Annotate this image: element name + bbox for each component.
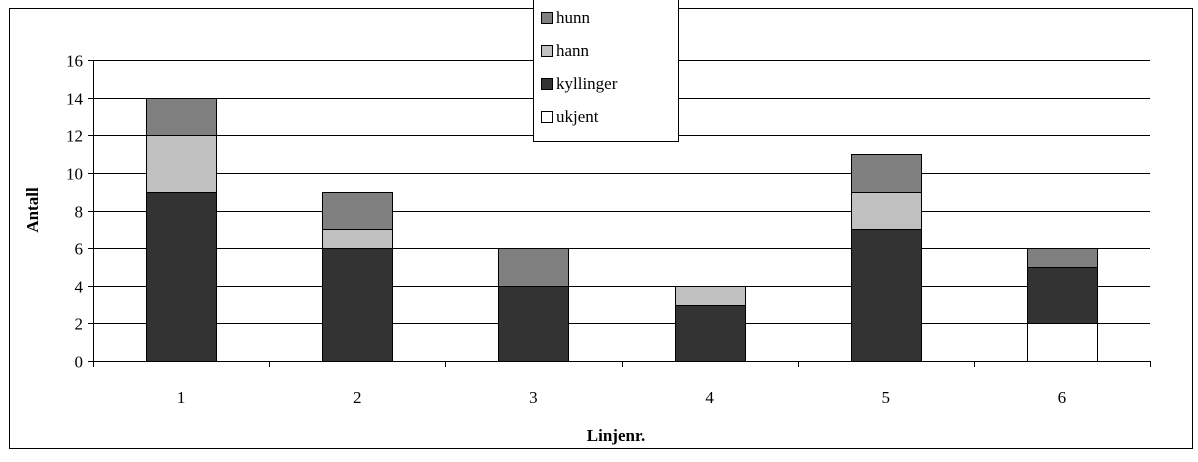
bars (146, 98, 1098, 362)
bar-hunn-5 (851, 154, 922, 193)
bar-hann-2 (322, 229, 393, 249)
y-tick-label: 4 (75, 278, 84, 297)
y-tick-label: 16 (66, 52, 83, 71)
bar-hann-4 (675, 286, 746, 306)
bar-kyllinger-2 (322, 248, 393, 362)
bar-kyllinger-3 (498, 286, 569, 362)
legend-label-ukjent: ukjent (556, 107, 599, 126)
bar-kyllinger-6 (1027, 267, 1098, 324)
x-tick-label: 3 (529, 388, 538, 407)
bar-kyllinger-4 (675, 305, 746, 362)
x-tick-label: 1 (177, 388, 186, 407)
axes (88, 60, 1151, 367)
y-tick-label: 10 (66, 165, 83, 184)
x-tick-label: 4 (705, 388, 714, 407)
y-tick-label: 6 (75, 240, 84, 259)
legend: hunn hann kyllinger ukjent (533, 0, 679, 142)
bar-ukjent-6 (1027, 323, 1098, 362)
legend-label-kyllinger: kyllinger (556, 74, 618, 93)
x-tick-label: 5 (882, 388, 891, 407)
y-tick-label: 12 (66, 127, 83, 146)
legend-swatch-ukjent (541, 111, 553, 123)
x-tick-label: 2 (353, 388, 362, 407)
y-tick-label: 14 (66, 90, 84, 109)
legend-swatch-hunn (541, 12, 553, 24)
y-tick-label: 8 (75, 203, 84, 222)
legend-label-hann: hann (556, 41, 590, 60)
bar-hunn-6 (1027, 248, 1098, 268)
bar-hunn-2 (322, 192, 393, 230)
y-tick-label: 0 (75, 353, 84, 372)
bar-kyllinger-5 (851, 229, 922, 362)
legend-box (533, 0, 679, 142)
bar-hann-1 (146, 135, 217, 193)
y-axis-title: Antall (23, 187, 42, 233)
bar-hunn-1 (146, 98, 217, 136)
bar-hann-5 (851, 192, 922, 230)
legend-swatch-hann (541, 45, 553, 57)
legend-swatch-kyllinger (541, 78, 553, 90)
legend-label-hunn: hunn (556, 8, 591, 27)
bar-hunn-3 (498, 248, 569, 287)
bar-kyllinger-1 (146, 192, 217, 362)
x-tick-label: 6 (1058, 388, 1067, 407)
x-axis-title: Linjenr. (587, 426, 645, 445)
y-tick-label: 2 (75, 315, 84, 334)
